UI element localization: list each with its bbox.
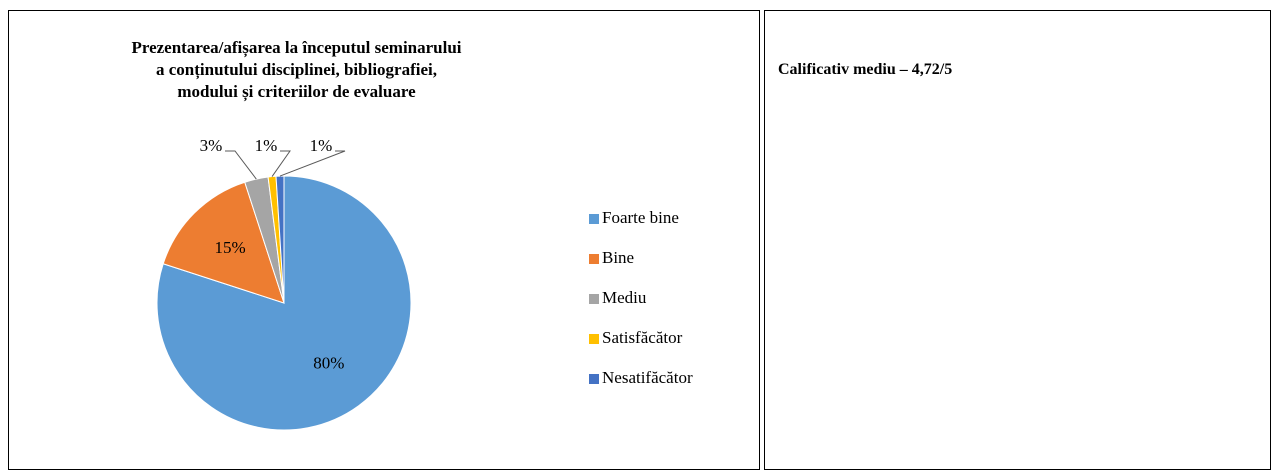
leader-line — [225, 150, 257, 180]
legend-swatch — [589, 334, 599, 344]
leader-line — [271, 150, 291, 177]
legend-label: Satisfăcător — [602, 328, 683, 347]
chart-cell: 80% 15% 3% 1% 1% Foarte bine Bine Mediu Satisfăc… — [8, 10, 760, 470]
data-label: 1% — [255, 136, 278, 155]
summary-cell: Calificativ mediu – 4,72/5 — [764, 10, 1271, 470]
legend-swatch — [589, 374, 599, 384]
legend-label: Mediu — [602, 288, 647, 307]
data-label: 15% — [215, 238, 246, 257]
legend-swatch — [589, 254, 599, 264]
legend-swatch — [589, 294, 599, 304]
legend-label: Foarte bine — [602, 208, 679, 227]
summary-text: Calificativ mediu – 4,72/5 — [778, 61, 953, 78]
data-label: 3% — [200, 136, 223, 155]
legend-swatch — [589, 214, 599, 224]
legend-label: Nesatifăcător — [602, 368, 693, 387]
legend-label: Bine — [602, 248, 634, 267]
leader-line — [279, 150, 346, 177]
pie-slice — [162, 181, 285, 304]
chart-title: Prezentarea/afișarea la începutul semina… — [131, 38, 462, 101]
chart: 80% 15% 3% 1% 1% Foarte bine Bine Mediu Satisfăc… — [156, 136, 693, 431]
data-label: 80% — [313, 354, 344, 373]
data-label: 1% — [310, 136, 333, 155]
